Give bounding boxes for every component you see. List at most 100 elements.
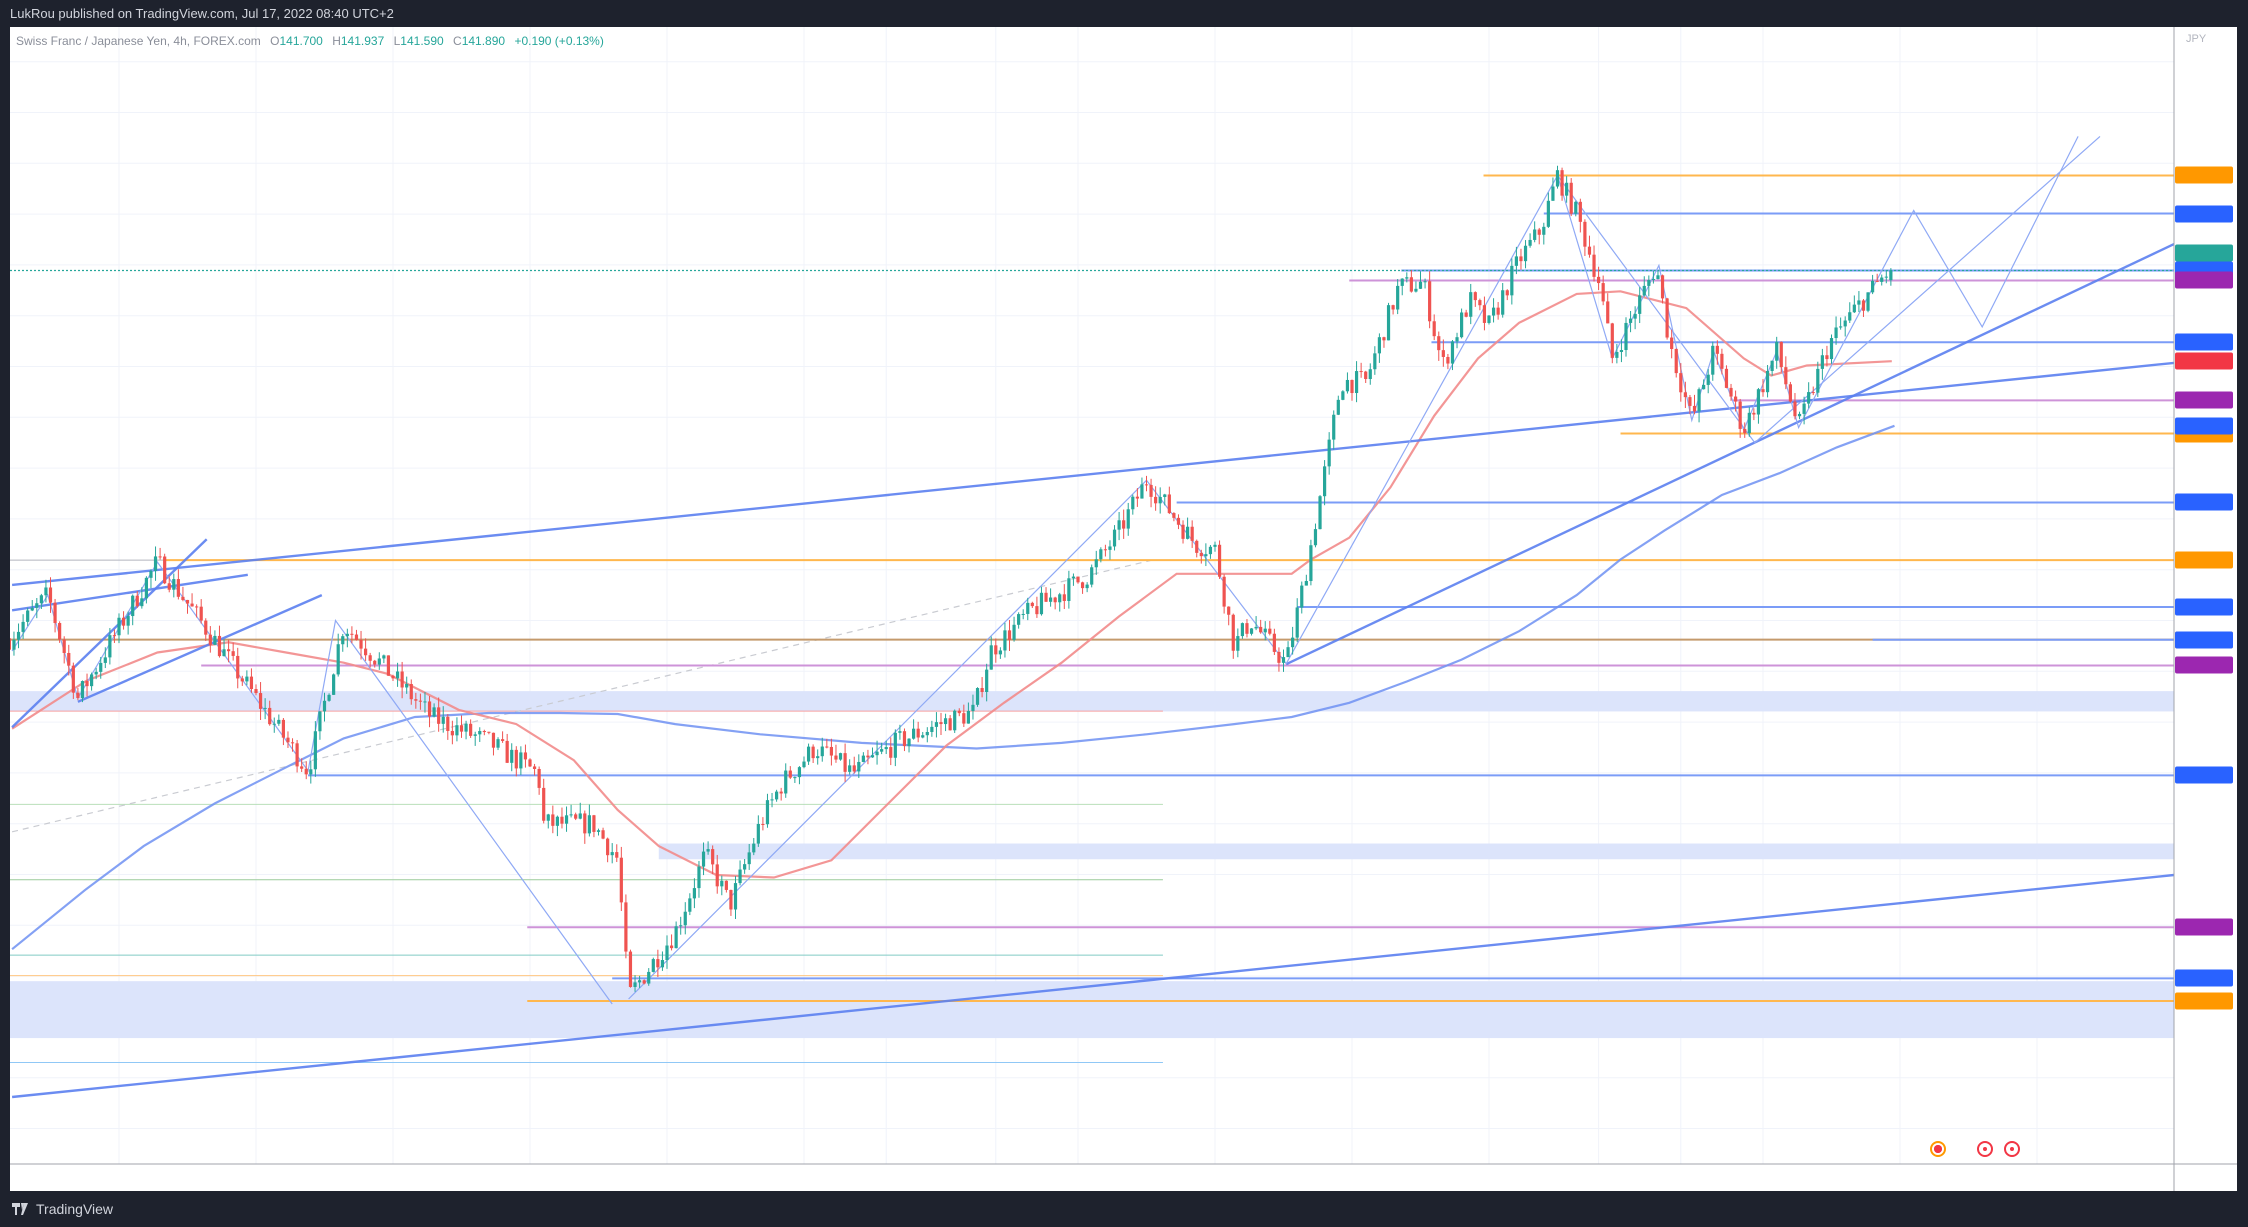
price-tag[interactable] — [2175, 918, 2233, 936]
candle-body — [245, 676, 249, 682]
candle-body — [1642, 285, 1646, 296]
candle — [1820, 348, 1824, 380]
price-tag[interactable] — [2175, 598, 2233, 616]
candle-body — [1839, 326, 1843, 328]
candle — [775, 789, 779, 802]
candle-body — [1720, 353, 1724, 369]
indicator-price-tag[interactable] — [2175, 244, 2233, 262]
candle-body — [350, 633, 354, 635]
candle — [1829, 334, 1834, 364]
indicator-price-tag[interactable] — [2175, 352, 2233, 370]
price-tag[interactable] — [2175, 271, 2233, 289]
candle — [1487, 315, 1491, 325]
candle — [286, 731, 290, 748]
candle — [1866, 292, 1870, 313]
candle-body — [281, 719, 285, 738]
candle-body — [1176, 517, 1181, 525]
candle-body — [121, 617, 126, 626]
candle-body — [574, 814, 578, 819]
economic-event-icon[interactable] — [1976, 1141, 1993, 1157]
candle — [724, 880, 728, 893]
candle-body — [1190, 526, 1194, 541]
candle-body — [185, 599, 190, 604]
price-tag[interactable] — [2175, 631, 2233, 649]
candle — [679, 916, 683, 935]
candle — [144, 576, 148, 604]
candle-body — [236, 655, 240, 679]
tradingview-logo[interactable]: TradingView — [12, 1201, 113, 1217]
candle-body — [1756, 389, 1761, 415]
candle-body — [108, 635, 112, 658]
candle-body — [1628, 318, 1633, 323]
candle-body — [1026, 602, 1030, 614]
candle-body — [482, 731, 486, 733]
price-tag[interactable] — [2175, 493, 2233, 511]
price-tag[interactable] — [2175, 205, 2233, 223]
candle — [889, 737, 893, 766]
candle-body — [131, 595, 135, 617]
candle — [743, 859, 747, 874]
price-tag[interactable] — [2175, 166, 2233, 184]
candle-body — [1871, 280, 1875, 293]
candle — [1478, 298, 1482, 311]
candle-body — [1364, 371, 1368, 380]
price-tag[interactable] — [2175, 391, 2233, 409]
candle — [195, 604, 199, 618]
candle — [857, 754, 861, 778]
candle — [1012, 616, 1016, 642]
price-tag[interactable] — [2175, 969, 2233, 987]
candle-body — [1761, 389, 1765, 393]
candle — [131, 594, 135, 626]
price-tag[interactable] — [2175, 992, 2233, 1010]
candle — [989, 636, 993, 670]
candle-body — [738, 869, 742, 884]
candle-body — [1227, 606, 1231, 615]
price-tag[interactable] — [2175, 333, 2233, 351]
economic-event-icon[interactable] — [2004, 1141, 2021, 1157]
candle — [26, 607, 30, 627]
candle — [1793, 393, 1797, 420]
candle — [1122, 509, 1126, 539]
candle — [1565, 176, 1569, 203]
candle — [665, 935, 669, 969]
price-tag[interactable] — [2175, 551, 2233, 569]
candle-body — [1044, 592, 1048, 602]
candle — [1099, 547, 1103, 563]
candle-body — [683, 911, 687, 926]
candle-body — [501, 739, 505, 741]
candle — [1030, 601, 1034, 609]
candle — [263, 698, 267, 720]
candle — [1213, 541, 1217, 552]
candle — [610, 843, 614, 864]
candle — [834, 744, 838, 763]
candle-body — [829, 746, 833, 756]
candle — [642, 979, 646, 985]
candle-body — [386, 655, 391, 676]
price-tag[interactable] — [2175, 766, 2233, 784]
candle — [1560, 167, 1564, 201]
candle-body — [332, 674, 336, 695]
candle — [555, 815, 559, 837]
price-tag[interactable] — [2175, 656, 2233, 674]
candle — [1670, 329, 1674, 359]
indicator-price-tag[interactable] — [2175, 417, 2233, 435]
candle-body — [277, 719, 281, 724]
candle-body — [816, 756, 820, 759]
candle — [1368, 363, 1372, 385]
candle — [62, 636, 66, 664]
candle-body — [478, 731, 482, 735]
candle-body — [1884, 276, 1888, 278]
candle-body — [1231, 614, 1235, 651]
candle — [624, 894, 628, 959]
swiss-flag-event-icon[interactable] — [1930, 1141, 1947, 1157]
candle — [140, 587, 144, 609]
candle-body — [1140, 484, 1144, 499]
candle — [354, 629, 359, 641]
candle — [112, 629, 117, 643]
candle — [94, 667, 98, 680]
candle — [756, 815, 760, 847]
candle-body — [720, 880, 724, 887]
candle-body — [775, 791, 779, 800]
candle — [1482, 296, 1487, 331]
